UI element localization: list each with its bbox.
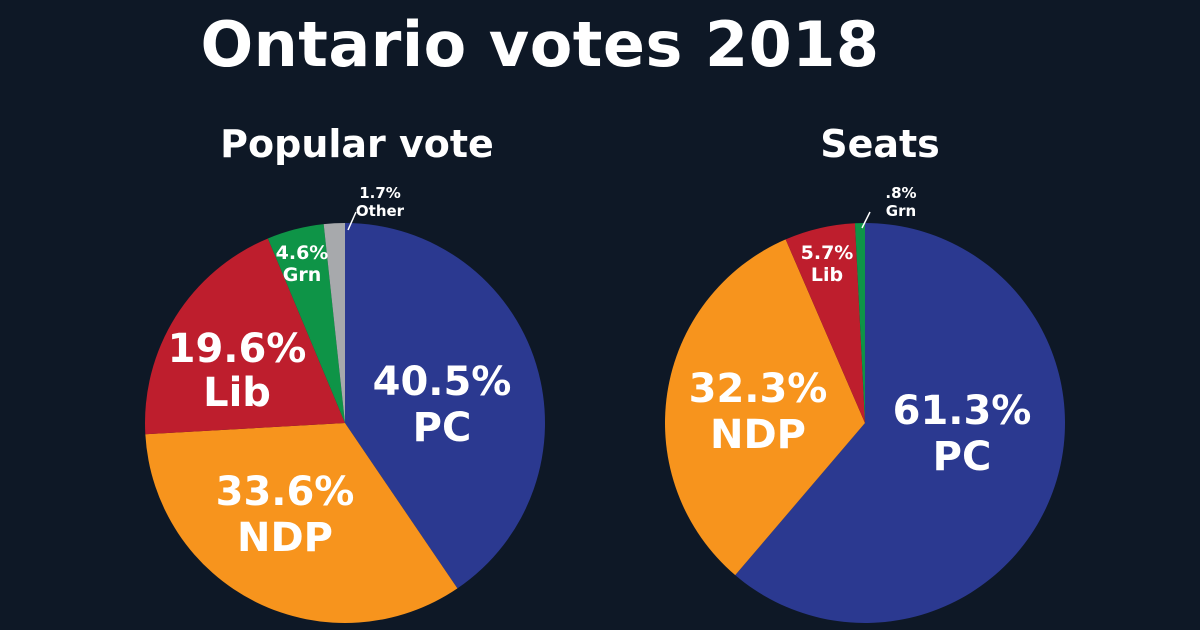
seats-label-grn: .8% Grn [885, 184, 916, 220]
seats-leader-grn [861, 211, 871, 229]
popular-leader-other [347, 211, 357, 231]
seats-slice-pc [735, 223, 1066, 623]
seats-label-ndp: 32.3% NDP [689, 366, 828, 458]
seats-label-pc: 61.3% PC [893, 388, 1032, 480]
popular-label-ndp: 33.6% NDP [216, 469, 355, 561]
popular-slice-grn [267, 224, 345, 423]
popular-slice-lib [145, 238, 345, 435]
popular-label-other: 1.7% Other [356, 184, 405, 220]
popular-label-lib: 19.6% Lib [168, 326, 307, 416]
popular-label-grn: 4.6% Grn [276, 242, 329, 286]
popular-slice-pc [345, 223, 546, 589]
seats-slice-grn [854, 223, 865, 423]
popular-label-pc: 40.5% PC [373, 359, 512, 451]
popular-vote-title: Popular vote [220, 122, 494, 166]
seats-slice-ndp [665, 239, 865, 576]
seats-title: Seats [820, 122, 940, 166]
popular-slice-ndp [145, 423, 458, 623]
seats-slice-lib [785, 223, 865, 423]
seats-label-lib: 5.7% Lib [801, 242, 854, 286]
main-title: Ontario votes 2018 [200, 8, 880, 81]
popular-slice-other [323, 223, 345, 423]
